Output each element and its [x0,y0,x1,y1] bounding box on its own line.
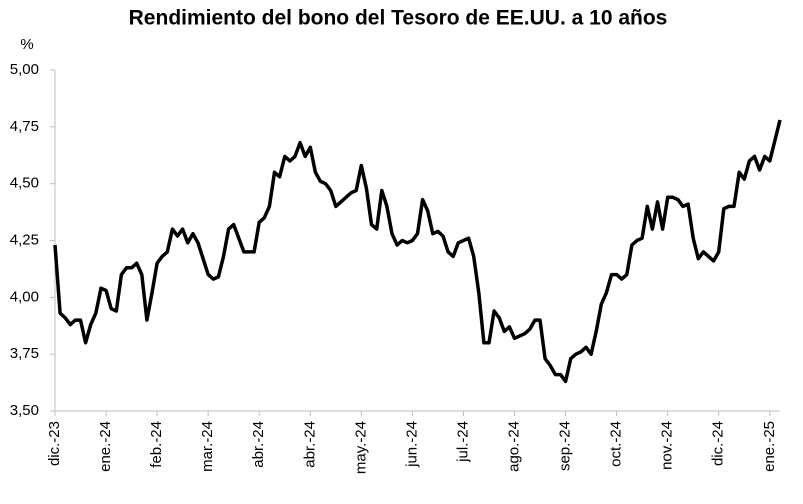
x-tick-label: abr.-24 [301,421,318,468]
x-tick-label: feb.-24 [148,421,165,468]
x-tick-label: jun.-24 [403,421,420,468]
y-tick-label: 4,50 [10,175,39,192]
x-tick-label: mar.-24 [199,421,216,472]
y-tick-label: 4,75 [10,118,39,135]
x-tick-label: dic.-23 [46,421,63,466]
x-tick-label: ene.-25 [761,421,778,472]
y-tick-label: 3,75 [10,345,39,362]
x-tick-label: dic.-24 [710,421,727,466]
y-axis-unit: % [20,36,33,53]
x-tick-label: oct.-24 [608,421,625,467]
x-tick-label: abr.-24 [250,421,267,468]
x-tick-label: jul.-24 [454,421,471,463]
x-tick-label: sep.-24 [557,421,574,471]
x-tick-label: ene.-24 [97,421,114,472]
x-tick-label: may.-24 [352,421,369,474]
y-tick-label: 3,50 [10,402,39,419]
x-tick-label: ago.-24 [505,421,522,472]
chart-title: Rendimiento del bono del Tesoro de EE.UU… [129,7,668,30]
series-line [53,119,782,384]
y-tick-label: 5,00 [10,61,39,78]
x-tick-label: nov.-24 [659,421,676,470]
y-tick-label: 4,00 [10,288,39,305]
y-tick-label: 4,25 [10,231,39,248]
